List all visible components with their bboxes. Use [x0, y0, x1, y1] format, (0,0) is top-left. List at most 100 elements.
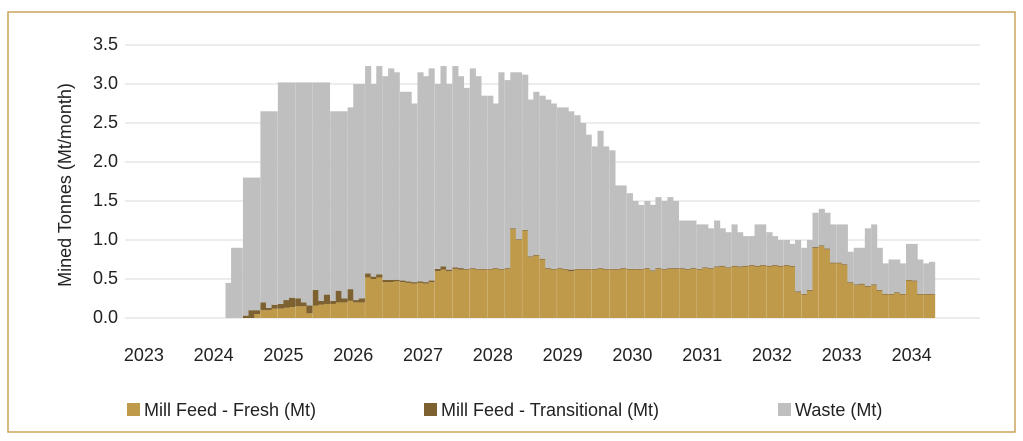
bar-segment: [667, 197, 674, 269]
bar-segment: [265, 307, 273, 311]
bar-segment: [557, 107, 564, 269]
bar-segment: [707, 268, 714, 318]
bar-segment: [812, 247, 819, 318]
y-axis-label: Mined Tonnes (Mt/month): [55, 83, 75, 287]
bar-segment: [766, 265, 773, 267]
bar-segment: [411, 282, 418, 284]
bar-segment: [550, 269, 557, 318]
bar-segment: [801, 293, 808, 295]
legend-swatch: [127, 403, 140, 416]
bar-segment: [591, 269, 599, 318]
bar-segment: [562, 268, 569, 270]
bar-segment: [661, 201, 668, 269]
bar-segment: [864, 286, 871, 287]
bar-segment: [795, 292, 802, 318]
y-tick-label: 0.5: [93, 268, 118, 288]
bar-segment: [672, 268, 680, 318]
bar-segment: [679, 268, 686, 318]
bar-segment: [487, 269, 494, 318]
bar-segment: [783, 240, 790, 265]
bar-segment: [254, 177, 261, 311]
bar-segment: [609, 268, 616, 270]
bar-segment: [417, 282, 424, 318]
bar-segment: [318, 304, 325, 318]
bar-segment: [242, 315, 250, 318]
bar-segment: [376, 66, 383, 275]
bar-segment: [638, 269, 645, 318]
bar-segment: [568, 271, 575, 318]
bar-segment: [382, 76, 389, 280]
bar-segment: [580, 268, 587, 270]
bar-segment: [423, 282, 430, 284]
y-tick-label: 1.0: [93, 229, 118, 249]
bar-segment: [452, 267, 459, 269]
bar-segment: [638, 204, 645, 269]
bar-segment: [504, 268, 511, 269]
bar-segment: [626, 268, 633, 270]
bar-segment: [655, 268, 662, 269]
bar-segment: [731, 224, 738, 266]
bar-segment: [737, 267, 744, 318]
bar-segment: [841, 224, 848, 265]
bar-segment: [772, 265, 779, 318]
bar-segment: [225, 282, 232, 318]
bar-segment: [318, 82, 325, 301]
bar-segment: [824, 249, 831, 318]
bar-segment: [661, 269, 668, 318]
bar-segment: [330, 300, 337, 304]
bar-segment: [557, 268, 564, 269]
bar-segment: [428, 280, 435, 283]
bar-segment: [487, 268, 494, 270]
bar-segment: [929, 261, 936, 294]
bar-segment: [649, 271, 656, 318]
bar-segment: [853, 247, 860, 285]
bar-segment: [283, 307, 290, 318]
bar-segment: [539, 95, 546, 259]
x-tick-label: 2028: [473, 345, 513, 365]
bar-segment: [864, 228, 871, 287]
bar-segment: [353, 84, 360, 301]
bar-segment: [545, 99, 552, 269]
bar-segment: [323, 294, 331, 304]
bar-segment: [614, 185, 622, 269]
bar-segment: [469, 268, 476, 318]
bar-segment: [696, 224, 703, 269]
bar-segment: [557, 268, 564, 318]
bar-segment: [597, 130, 604, 269]
bar-segment: [603, 146, 610, 269]
bar-segment: [714, 267, 721, 318]
bar-segment: [492, 268, 499, 318]
bar-segment: [783, 265, 790, 318]
bar-segment: [876, 247, 883, 290]
bar-segment: [841, 264, 848, 265]
bar-segment: [609, 150, 616, 269]
bar-segment: [504, 80, 511, 269]
bar-segment: [917, 259, 924, 294]
bar-segment: [714, 266, 721, 268]
bar-segment: [806, 290, 814, 318]
bar-segment: [399, 282, 407, 318]
bar-segment: [574, 115, 581, 269]
bar-segment: [795, 240, 802, 292]
bar-segment: [661, 268, 668, 270]
bar-segment: [306, 313, 313, 318]
bar-segment: [626, 193, 633, 269]
legend-label: Waste (Mt): [795, 400, 882, 420]
bar-segment: [312, 82, 319, 290]
bar-segment: [824, 212, 831, 249]
bar-segment: [772, 236, 779, 265]
bar-segment: [679, 268, 686, 269]
bar-segment: [353, 300, 360, 303]
bar-segment: [457, 76, 465, 269]
bar-segment: [684, 269, 691, 318]
bar-segment: [358, 84, 365, 299]
bar-segment: [882, 263, 889, 294]
bar-segment: [475, 269, 482, 318]
x-tick-label: 2031: [682, 345, 722, 365]
bar-segment: [539, 259, 546, 318]
bar-segment: [533, 255, 540, 318]
bar-segment: [463, 87, 470, 269]
bar-segment: [672, 201, 680, 269]
x-tick-label: 2026: [333, 345, 373, 365]
bar-segment: [323, 303, 331, 318]
